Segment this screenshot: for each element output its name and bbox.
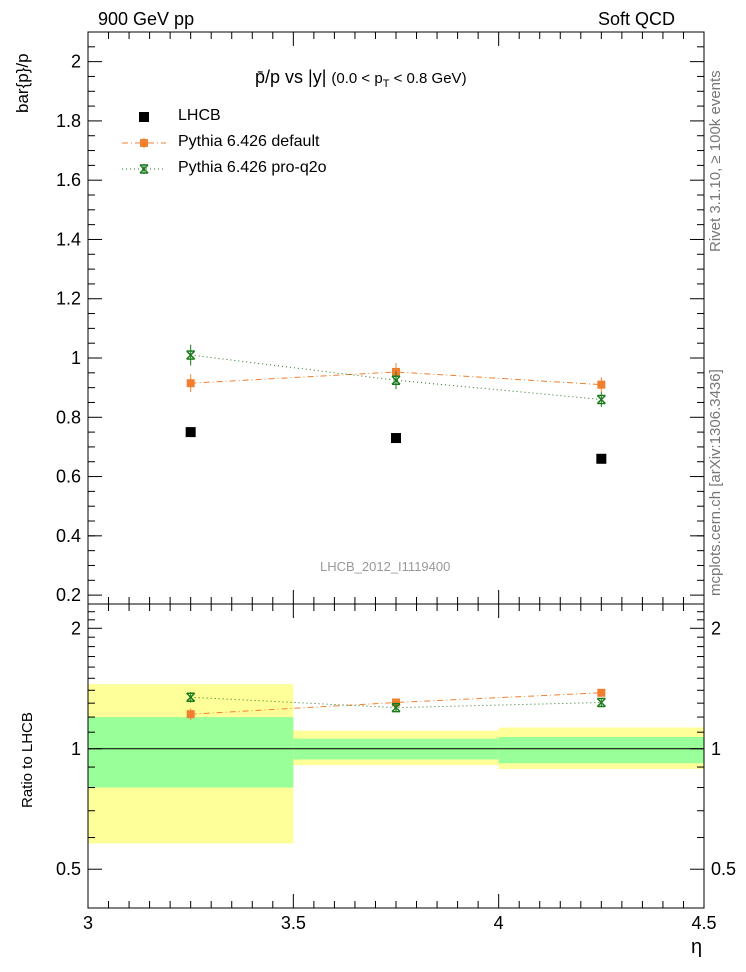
analysis-watermark: LHCB_2012_I1119400 [320,559,451,574]
legend-marker-pythia-6-426-pro-q2o-stroke [139,164,149,174]
main-point-pythia-6-426-pro-q2o [596,394,606,405]
x-tick-label: 4.5 [691,913,716,933]
ratio-band-green-0 [88,717,294,788]
ratio-point-pythia-6-426-pro-q2o [391,702,401,713]
ratio-ytick-label-right: 2 [711,618,721,638]
plot-title: p̄/p vs |y| (0.0 < pT < 0.8 GeV) [255,68,467,90]
main-point-lhcb [185,427,196,438]
main-ytick-label: 1.2 [56,289,81,309]
legend-marker-pythia-6-426-pro-q2o [139,164,149,174]
main-plot-frame [87,31,705,605]
plot-title-main: p̄/p vs |y| [255,67,327,87]
ratio-point-pythia-6-426-default [597,688,606,697]
header-left: 900 GeV pp [98,9,195,29]
main-line-pythia-6-426-default [190,371,602,386]
legend-marker-lhcb [139,112,149,122]
ratio-point-pythia-6-426-default [392,698,400,707]
data-points [185,344,607,720]
tick-labels: 0.2 0.4 0.6 0.8 1 1.2 1.4 1.6 1.8 2 3 3.5 4 4.5 0.5 0.5… [56,52,736,933]
plot-title-range: (0.0 < pT < 0.8 GeV) [331,70,467,90]
series-lines [190,354,602,715]
main-ytick-label: 2 [71,52,81,72]
legend-label-pythia-default: Pythia 6.426 default [178,133,320,150]
main-ytick-label: 1 [71,348,81,368]
legend-markers [122,112,166,174]
main-point-pythia-6-426-default [186,379,195,388]
legend-marker-pythia-6-426-default [140,139,148,147]
ratio-ytick-label-right: 1 [711,739,721,759]
x-tick-label: 3.5 [281,913,306,933]
main-ytick-label: 1.4 [56,229,81,249]
ratio-ytick-label-left: 2 [71,618,81,638]
ratio-point-pythia-6-426-default [186,710,195,719]
x-axis-label: η [691,936,703,958]
main-ytick-label: 0.2 [56,585,81,605]
ratio-ytick-label-right: 0.5 [711,859,736,879]
main-point-pythia-6-426-default [597,380,606,389]
ratio-line-pythia-6-426-default [190,692,602,715]
ratio-bands [88,684,704,844]
main-point-pythia-6-426-pro-q2o [391,375,401,385]
main-ytick-label: 1.6 [56,170,81,190]
main-ytick-label: 1.8 [56,111,81,131]
axes [87,31,705,909]
ratio-ytick-label-left: 0.5 [56,859,81,879]
main-point-pythia-6-426-pro-q2o-stroke [391,375,401,385]
main-point-pythia-6-426-pro-q2o [186,350,196,360]
main-line-pythia-6-426-pro-q2o [190,354,602,401]
ratio-band-green-2 [498,736,704,764]
main-ytick-label: 0.4 [56,526,81,546]
x-tick-label: 3 [83,913,93,933]
ratio-point-pythia-6-426-pro-q2o [186,692,196,702]
main-ytick-label: 0.8 [56,407,81,427]
ratio-point-pythia-6-426-pro-q2o-stroke [596,697,606,708]
main-point-lhcb [596,453,607,464]
main-point-pythia-6-426-pro-q2o-stroke [186,350,196,360]
ratio-point-pythia-6-426-pro-q2o [596,697,606,708]
legend-label-pythia-proq2o: Pythia 6.426 pro-q2o [178,159,327,176]
header-right: Soft QCD [598,9,676,29]
x-tick-label: 4 [494,913,504,933]
legend-label-lhcb: LHCB [178,107,221,124]
main-point-lhcb [391,433,401,444]
main-point-pythia-6-426-pro-q2o-stroke [596,394,606,405]
ratio-line-pythia-6-426-pro-q2o [190,696,602,709]
ratio-point-pythia-6-426-pro-q2o-stroke [186,692,196,702]
main-ytick-label: 0.6 [56,467,81,487]
ratio-ytick-label-left: 1 [71,739,81,759]
ratio-point-pythia-6-426-pro-q2o-stroke [391,703,401,713]
